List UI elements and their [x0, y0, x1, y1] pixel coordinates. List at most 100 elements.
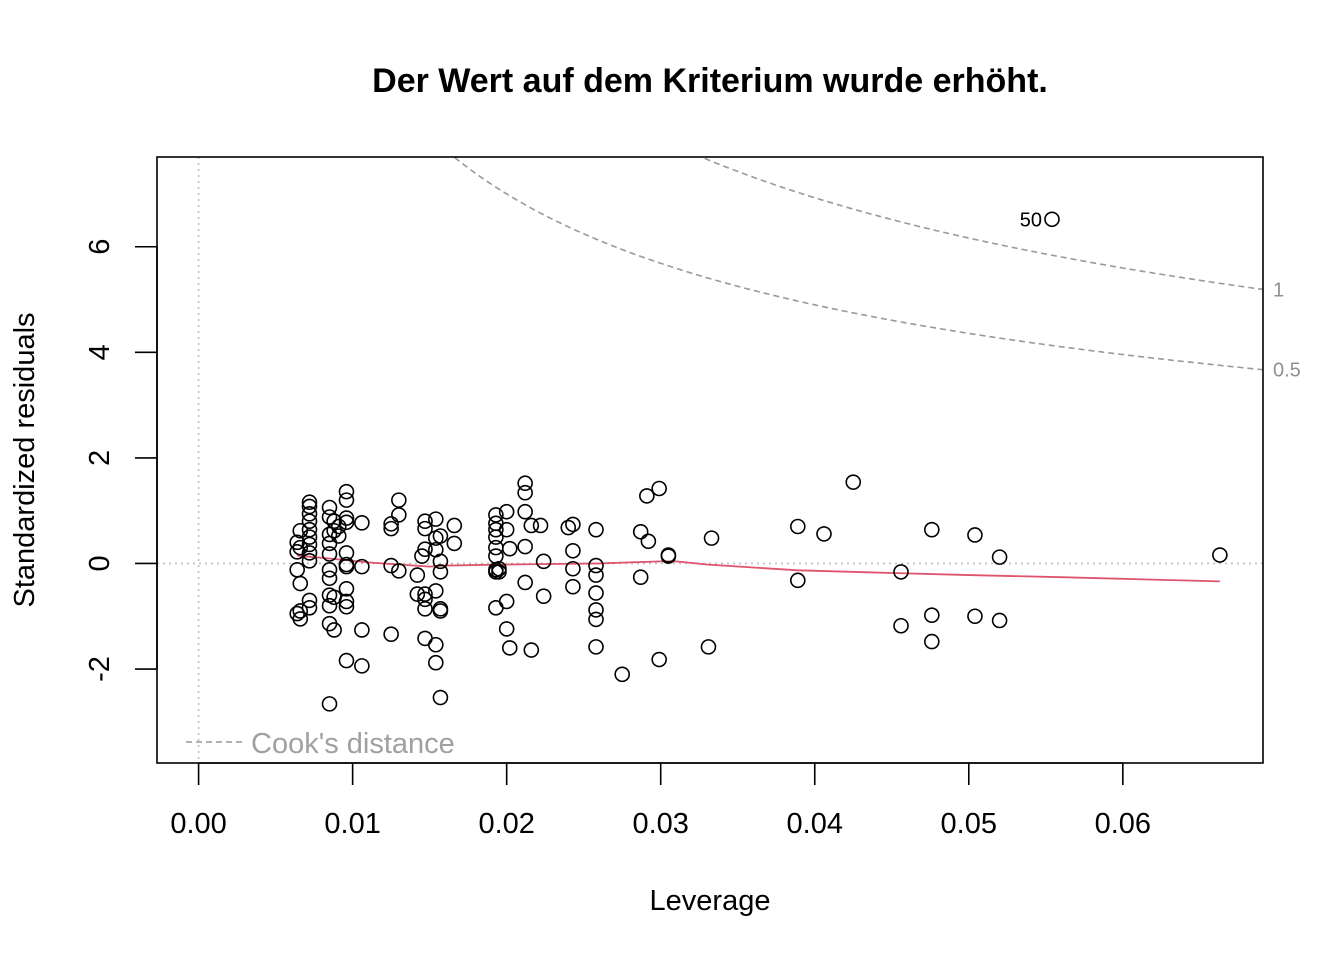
plot-frame — [156, 156, 1264, 764]
data-point — [292, 611, 309, 627]
x-tick-label: 0.01 — [324, 808, 380, 840]
data-point — [501, 640, 518, 656]
data-point — [991, 549, 1008, 565]
data-point — [565, 578, 581, 595]
data-point — [432, 564, 449, 580]
data-point — [588, 557, 604, 574]
data-point — [326, 622, 342, 638]
data-point — [924, 633, 940, 650]
data-point — [517, 538, 533, 555]
data-point — [428, 583, 444, 599]
data-point — [588, 639, 604, 655]
data-point — [301, 506, 318, 522]
data-point — [417, 630, 433, 647]
data-point — [301, 599, 318, 616]
data-point — [565, 542, 581, 559]
data-point — [491, 564, 507, 580]
data-point — [703, 530, 720, 546]
data-point — [640, 533, 657, 550]
data-point — [301, 592, 318, 609]
y-tick-label: 2 — [84, 450, 116, 466]
data-point — [428, 654, 444, 671]
data-point — [967, 608, 983, 625]
data-point — [632, 569, 649, 585]
data-point — [498, 521, 515, 538]
data-point — [301, 494, 318, 511]
smoother-series — [297, 554, 1220, 583]
data-point — [523, 642, 540, 658]
data-point — [338, 598, 355, 615]
data-point — [338, 580, 355, 597]
data-point — [321, 499, 338, 516]
data-point — [301, 529, 318, 545]
x-axis: 0.00 0.01 0.02 0.03 0.04 0.05 0.06 — [170, 762, 1151, 840]
data-point — [501, 540, 518, 557]
data-point — [632, 523, 649, 540]
y-axis: -2 0 2 4 6 — [84, 239, 158, 682]
data-point — [391, 492, 407, 508]
x-tick-label: 0.06 — [1095, 808, 1151, 840]
data-point — [560, 519, 577, 536]
y-tick-label: -2 — [84, 656, 116, 682]
cooks-contour-1 — [699, 157, 1263, 291]
data-point — [321, 561, 338, 578]
data-point — [588, 585, 604, 601]
data-point — [588, 602, 604, 618]
data-point — [383, 557, 399, 574]
data-point — [417, 591, 433, 608]
data-point — [517, 484, 533, 501]
data-point — [330, 528, 347, 544]
residual-points — [289, 211, 1228, 712]
data-point — [651, 651, 667, 668]
data-point — [588, 567, 604, 583]
smoother-line — [297, 554, 1220, 583]
legend-label: Cook's distance — [251, 728, 455, 760]
data-point — [498, 503, 515, 520]
data-point — [488, 521, 504, 538]
data-point — [417, 513, 433, 530]
data-point — [321, 597, 338, 614]
data-point — [417, 601, 433, 617]
data-point — [321, 696, 338, 712]
data-point — [301, 545, 318, 561]
data-point — [614, 666, 631, 683]
cooks-contour-label-1: 1 — [1273, 279, 1284, 301]
data-point — [523, 517, 540, 534]
data-point — [432, 689, 449, 706]
y-axis-label: Standardized residuals — [9, 312, 41, 607]
cooks-contour-label-0-5: 0.5 — [1273, 360, 1301, 382]
data-point — [588, 521, 604, 538]
plot-area — [156, 156, 1264, 764]
reference-lines — [157, 157, 1263, 763]
x-tick-label: 0.05 — [941, 808, 997, 840]
data-point — [301, 553, 318, 569]
data-point — [383, 520, 399, 537]
data-point — [651, 480, 667, 497]
data-point — [845, 474, 862, 490]
data-point — [338, 652, 355, 669]
data-point — [383, 626, 399, 643]
data-point — [565, 560, 581, 577]
data-point — [321, 509, 338, 525]
data-point — [893, 564, 909, 580]
data-point — [321, 570, 338, 587]
data-point — [428, 511, 444, 527]
data-point — [354, 622, 370, 638]
data-point — [488, 599, 504, 616]
data-point — [354, 558, 370, 575]
data-point — [417, 520, 433, 537]
data-point — [289, 544, 305, 560]
data-point — [498, 621, 515, 637]
data-point — [924, 607, 940, 624]
data-point — [391, 563, 407, 579]
chart-title: Der Wert auf dem Kriterium wurde erhöht. — [372, 62, 1048, 100]
data-point — [816, 526, 832, 542]
data-point — [383, 516, 399, 532]
y-tick-label: 0 — [84, 555, 116, 571]
data-point — [417, 541, 433, 558]
data-point — [967, 527, 983, 543]
data-point — [535, 553, 552, 570]
data-point — [338, 510, 355, 526]
data-point — [301, 536, 318, 553]
